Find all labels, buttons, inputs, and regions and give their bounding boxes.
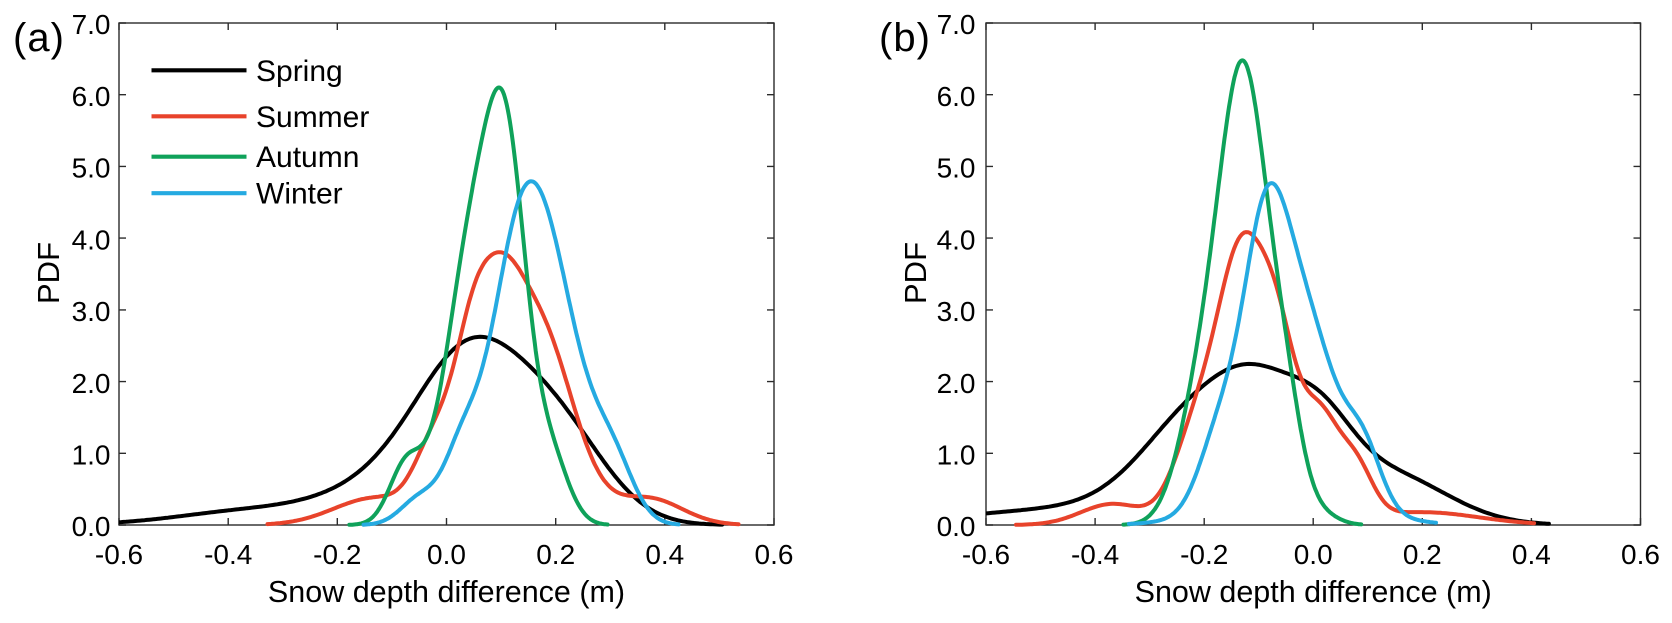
svg-text:1.0: 1.0	[937, 440, 976, 471]
svg-text:PDF: PDF	[898, 242, 933, 304]
svg-text:0.0: 0.0	[427, 539, 466, 570]
svg-text:0.6: 0.6	[1621, 539, 1660, 570]
svg-text:1.0: 1.0	[72, 440, 111, 471]
svg-text:0.6: 0.6	[755, 539, 794, 570]
svg-text:(a): (a)	[13, 16, 65, 60]
svg-text:0.0: 0.0	[937, 511, 976, 542]
svg-text:Autumn: Autumn	[256, 141, 359, 174]
svg-text:7.0: 7.0	[937, 9, 976, 40]
svg-text:2.0: 2.0	[937, 368, 976, 399]
svg-text:PDF: PDF	[31, 242, 66, 304]
svg-text:5.0: 5.0	[72, 153, 111, 184]
svg-text:-0.4: -0.4	[1071, 539, 1119, 570]
svg-text:0.0: 0.0	[1294, 539, 1333, 570]
svg-text:5.0: 5.0	[937, 153, 976, 184]
svg-text:Summer: Summer	[256, 101, 369, 134]
svg-text:(b): (b)	[879, 16, 931, 60]
svg-text:0.2: 0.2	[536, 539, 575, 570]
svg-text:Spring: Spring	[256, 55, 343, 88]
svg-text:Snow depth difference (m): Snow depth difference (m)	[268, 575, 625, 609]
svg-text:0.4: 0.4	[645, 539, 684, 570]
svg-text:0.4: 0.4	[1512, 539, 1551, 570]
svg-text:-0.6: -0.6	[962, 539, 1010, 570]
svg-text:7.0: 7.0	[72, 9, 111, 40]
svg-text:3.0: 3.0	[937, 296, 976, 327]
svg-text:0.2: 0.2	[1403, 539, 1442, 570]
svg-text:Winter: Winter	[256, 178, 343, 211]
svg-text:4.0: 4.0	[72, 224, 111, 255]
svg-text:0.0: 0.0	[72, 511, 111, 542]
svg-text:Snow depth difference (m): Snow depth difference (m)	[1135, 575, 1492, 609]
svg-text:2.0: 2.0	[72, 368, 111, 399]
svg-text:4.0: 4.0	[937, 224, 976, 255]
svg-text:-0.2: -0.2	[1180, 539, 1228, 570]
svg-text:-0.2: -0.2	[313, 539, 361, 570]
svg-text:6.0: 6.0	[72, 81, 111, 112]
svg-text:3.0: 3.0	[72, 296, 111, 327]
svg-text:6.0: 6.0	[937, 81, 976, 112]
svg-text:-0.6: -0.6	[95, 539, 143, 570]
svg-text:-0.4: -0.4	[204, 539, 252, 570]
